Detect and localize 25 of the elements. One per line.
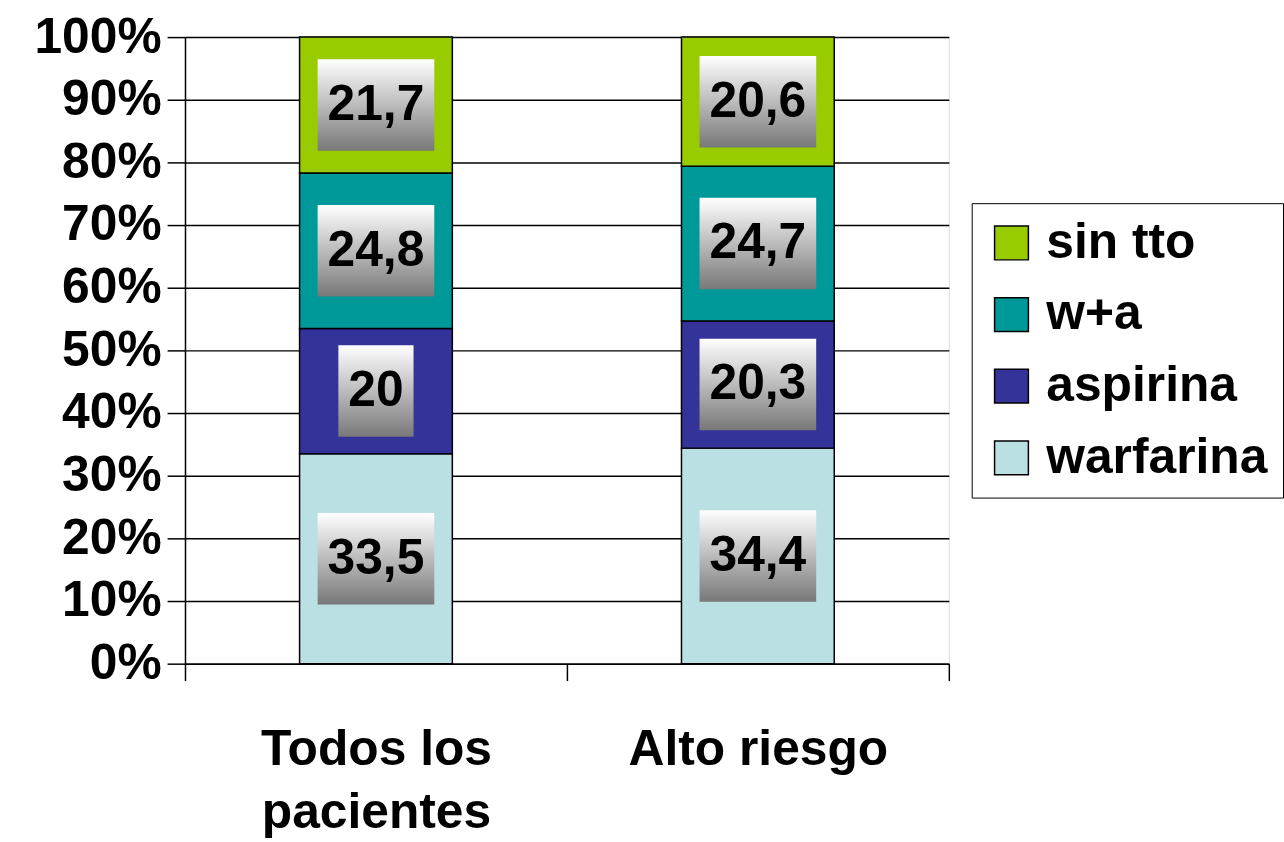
y-tick-label: 80% bbox=[62, 132, 162, 189]
data-label: 24,7 bbox=[709, 213, 807, 270]
y-tick-label: 90% bbox=[62, 70, 162, 127]
y-tick-label: 20% bbox=[62, 508, 162, 565]
y-tick-label: 100% bbox=[34, 7, 162, 64]
legend-label: aspirina bbox=[1046, 356, 1238, 413]
x-tick-label: Alto riesgo bbox=[628, 719, 889, 776]
y-tick-label: 70% bbox=[62, 195, 162, 252]
legend-label: sin tto bbox=[1046, 212, 1196, 269]
data-label: 20 bbox=[348, 361, 404, 418]
data-label: 20,6 bbox=[709, 71, 807, 128]
y-tick-label: 50% bbox=[62, 320, 162, 377]
y-tick-label: 10% bbox=[62, 571, 162, 628]
data-label: 33,5 bbox=[327, 528, 425, 585]
y-tick-label: 30% bbox=[62, 446, 162, 503]
data-label: 21,7 bbox=[327, 74, 425, 131]
legend-label: w+a bbox=[1045, 284, 1142, 341]
y-tick-label: 60% bbox=[62, 258, 162, 315]
data-label: 20,3 bbox=[709, 354, 807, 411]
y-tick-label: 40% bbox=[62, 383, 162, 440]
data-label: 24,8 bbox=[327, 220, 425, 277]
legend-label: warfarina bbox=[1045, 427, 1268, 484]
y-tick-label: 0% bbox=[89, 634, 162, 691]
x-tick-label: Todos los pacientes bbox=[260, 719, 492, 840]
data-label: 34,4 bbox=[709, 525, 807, 582]
